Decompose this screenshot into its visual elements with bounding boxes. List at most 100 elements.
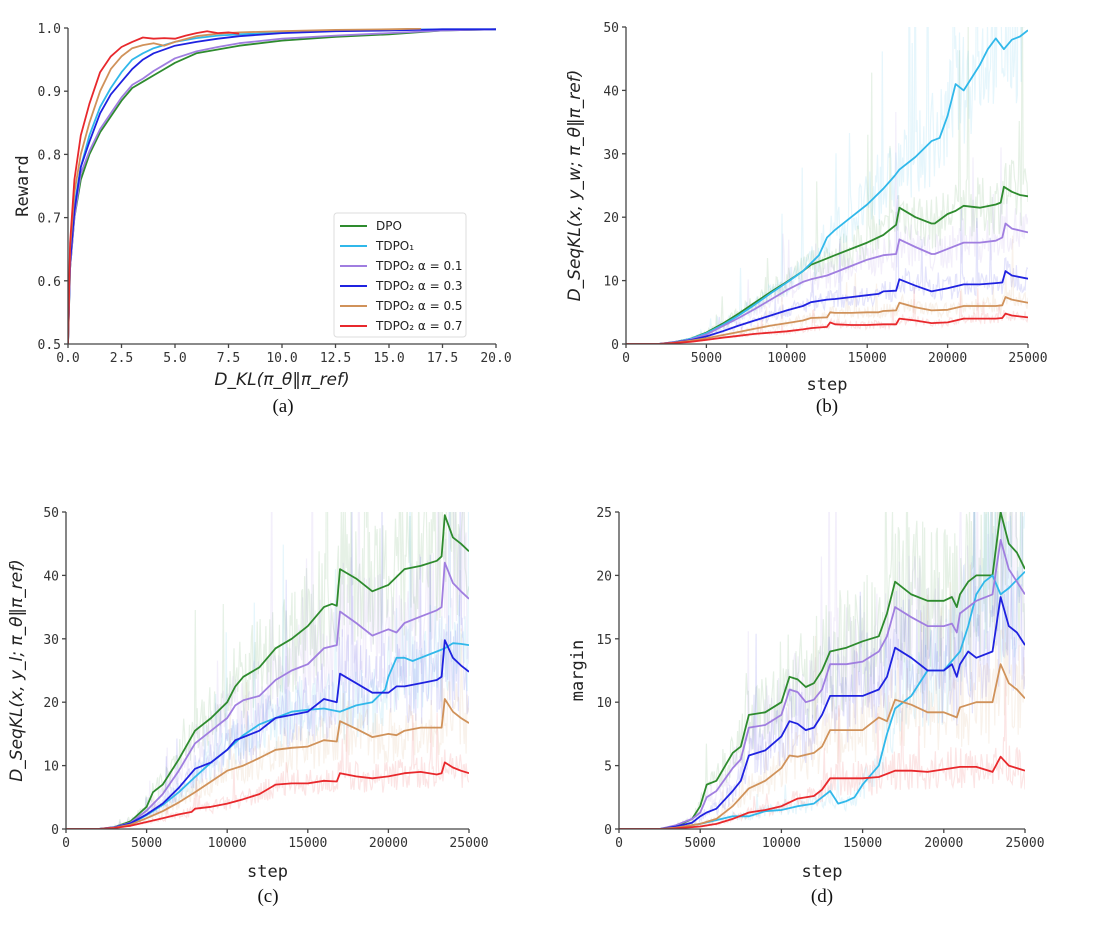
chart-panel-b: 0 5000 10000 15000 20000 25000 0 10 20 30 40 50 step… [565, 21, 1048, 417]
panel-caption: (d) [811, 886, 833, 907]
plot-area-c [66, 512, 469, 829]
x-tick-label: 15000 [843, 836, 882, 851]
series-line-TDPO2_a0.3 [66, 639, 469, 829]
x-tick-label: 20.0 [480, 351, 511, 366]
x-tick-label: 17.5 [427, 351, 458, 366]
x-tick-label: 25000 [449, 836, 488, 851]
panel-caption: (a) [272, 396, 293, 417]
x-tick-label: 10000 [767, 351, 806, 366]
legend-label-TDPO2_a0.7: TDPO₂ α = 0.7 [375, 319, 463, 333]
y-axis-label: Reward [13, 155, 33, 216]
x-tick-label: 7.5 [217, 351, 240, 366]
y-axis-label: D_SeqKL(x, y_l; π_θ‖π_ref) [7, 559, 27, 782]
series-line-TDPO1 [619, 570, 1025, 829]
x-tick-label: 10000 [208, 836, 247, 851]
series-line-TDPO2_a0.3 [619, 596, 1025, 829]
y-tick-label: 20 [603, 211, 619, 226]
panel-caption: (b) [816, 396, 838, 417]
x-tick-label: 15000 [288, 836, 327, 851]
y-tick-label: 0 [604, 823, 612, 838]
legend-label-TDPO2_a0.5: TDPO₂ α = 0.5 [375, 299, 463, 313]
series-line-TDPO2_a0.5 [68, 28, 422, 344]
raw-trace-TDPO2_a0.3 [666, 195, 1028, 344]
x-axis-label: step [802, 862, 843, 882]
x-tick-label: 12.5 [320, 351, 351, 366]
raw-trace-TDPO2_a0.3 [659, 512, 1025, 829]
y-tick-label: 0 [51, 823, 59, 838]
x-tick-label: 25000 [1008, 351, 1047, 366]
chart-panel-d: 0 5000 10000 15000 20000 25000 0 5 10 15 20 25 step m… [568, 506, 1045, 907]
series-line-TDPO2_a0.5 [66, 698, 469, 829]
x-tick-label: 0.0 [56, 351, 79, 366]
series-line-TDPO2_a0.7 [626, 312, 1028, 344]
raw-trace-DPO [106, 512, 469, 829]
raw-trace-TDPO2_a0.1 [659, 512, 1025, 829]
raw-trace-TDPO2_a0.3 [106, 512, 469, 829]
y-tick-label: 10 [43, 760, 59, 775]
y-tick-label: 20 [43, 696, 59, 711]
y-axis-label: margin [568, 640, 588, 701]
x-tick-label: 5.0 [163, 351, 186, 366]
y-tick-label: 0 [611, 338, 619, 353]
y-tick-label: 15 [596, 633, 612, 648]
x-tick-label: 20000 [928, 351, 967, 366]
series-line-DPO [626, 185, 1028, 344]
series-line-TDPO1 [626, 29, 1028, 344]
series-line-TDPO2_a0.3 [68, 28, 496, 344]
series-line-TDPO2_a0.5 [619, 663, 1025, 829]
raw-trace-TDPO2_a0.1 [105, 512, 469, 829]
series-line-TDPO2_a0.1 [619, 539, 1025, 829]
legend-label-TDPO1: TDPO₁ [375, 239, 414, 253]
y-tick-label: 0.5 [38, 338, 61, 353]
series-line-TDPO2_a0.1 [68, 28, 496, 344]
y-tick-label: 0.9 [38, 85, 61, 100]
series-line-TDPO2_a0.7 [619, 755, 1025, 829]
series-line-TDPO2_a0.3 [626, 270, 1028, 344]
legend: DPO TDPO₁ TDPO₂ α = 0.1 TDPO₂ α = 0.3 TDPO₂ … [333, 212, 467, 338]
y-tick-label: 10 [596, 696, 612, 711]
series-line-DPO [68, 28, 496, 344]
raw-trace-TDPO2_a0.7 [659, 677, 1025, 829]
y-tick-label: 0.7 [38, 212, 61, 227]
x-tick-label: 25000 [1005, 836, 1044, 851]
plot-area-a [68, 28, 496, 344]
raw-trace-TDPO1 [106, 512, 469, 829]
chart-panel-a: 0.0 2.5 5.0 7.5 10.0 12.5 15.0 17.5 20.0 0.5 0.6 0.… [13, 22, 512, 417]
x-tick-label: 0 [622, 351, 630, 366]
series-line-TDPO2_a0.1 [626, 222, 1028, 344]
series-line-DPO [619, 512, 1025, 829]
x-tick-label: 20000 [369, 836, 408, 851]
series-line-TDPO2_a0.7 [66, 761, 469, 829]
y-tick-label: 1.0 [38, 22, 61, 37]
y-tick-label: 40 [43, 569, 59, 584]
y-tick-label: 50 [43, 506, 59, 521]
legend-label-DPO: DPO [376, 219, 402, 233]
x-tick-label: 2.5 [110, 351, 133, 366]
series-line-DPO [66, 514, 469, 829]
y-tick-label: 25 [596, 506, 612, 521]
x-axis-label: D_KL(π_θ‖π_ref) [214, 370, 349, 390]
y-tick-label: 40 [603, 84, 619, 99]
plot-area-b [626, 27, 1028, 344]
legend-label-TDPO2_a0.1: TDPO₂ α = 0.1 [375, 259, 463, 273]
y-tick-label: 10 [603, 275, 619, 290]
x-tick-label: 15000 [848, 351, 887, 366]
x-tick-label: 10.0 [266, 351, 297, 366]
chart-panel-c: 0 5000 10000 15000 20000 25000 0 10 20 30 40 50 step… [7, 506, 489, 907]
y-tick-label: 0.8 [38, 148, 61, 163]
y-tick-label: 30 [43, 633, 59, 648]
y-tick-label: 20 [596, 569, 612, 584]
x-tick-label: 5000 [131, 836, 162, 851]
x-axis-label: step [247, 862, 288, 882]
series-line-TDPO2_a0.7 [68, 30, 240, 344]
series-line-TDPO1 [66, 642, 469, 829]
x-tick-label: 15.0 [373, 351, 404, 366]
y-axis-label: D_SeqKL(x, y_w; π_θ‖π_ref) [565, 70, 585, 302]
x-tick-label: 0 [62, 836, 70, 851]
y-tick-label: 5 [604, 760, 612, 775]
legend-label-TDPO2_a0.3: TDPO₂ α = 0.3 [375, 279, 463, 293]
series-line-TDPO2_a0.1 [66, 561, 469, 829]
x-tick-label: 10000 [762, 836, 801, 851]
y-tick-label: 50 [603, 21, 619, 36]
x-axis-label: step [807, 375, 848, 395]
